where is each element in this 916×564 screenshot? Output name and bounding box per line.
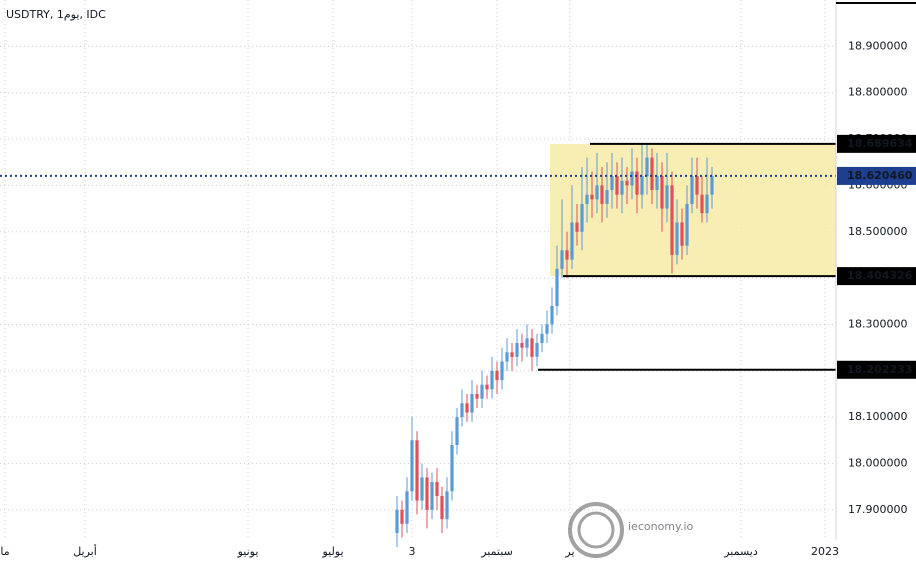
candle-body [645, 157, 649, 177]
y-tick-label: 17.900000 [848, 503, 908, 516]
candle-body [575, 222, 579, 232]
candle-body [525, 338, 529, 348]
level-badge [837, 267, 916, 286]
candles [395, 143, 714, 547]
watermark-logo [568, 502, 624, 558]
candle-body [675, 222, 679, 255]
level-badge [837, 134, 916, 153]
candle-body [660, 176, 664, 209]
candle-body [510, 352, 514, 357]
watermark-logo-inner [577, 511, 615, 549]
x-tick-label: ديسمبر [723, 545, 758, 558]
candle-body [425, 477, 429, 510]
candle-body [700, 194, 704, 214]
candle-body [670, 185, 674, 255]
candle-body [530, 338, 534, 357]
candle-body [635, 171, 639, 195]
candle-body [435, 482, 439, 496]
candle-body [500, 361, 504, 381]
x-tick-label: ير [564, 545, 574, 558]
y-tick-label: 18.500000 [848, 225, 908, 238]
x-tick-label: سبتمبر [480, 545, 513, 558]
candle-body [540, 333, 544, 344]
candle-body [590, 194, 594, 200]
candle-body [625, 180, 629, 186]
watermark-text: ieconomy.io [628, 520, 694, 533]
candle-body [475, 393, 479, 399]
candle-body [610, 176, 614, 191]
current-price-badge [837, 166, 916, 185]
candle-body [520, 343, 524, 348]
candle-body [585, 194, 589, 204]
candle-body [405, 491, 409, 524]
candle-body [545, 324, 549, 334]
x-tick-label: يونيو [237, 545, 259, 558]
candle-body [630, 171, 634, 186]
candle-body [470, 393, 474, 413]
watermark: ieconomy.io [568, 502, 694, 558]
x-tick-label: ما [0, 545, 9, 558]
candle-body [565, 250, 569, 260]
candle-body [690, 176, 694, 204]
zone-layer [550, 143, 836, 277]
chart-title: USDTRY, 1يوم, IDC [6, 8, 106, 21]
level-label: 18.689634 [847, 137, 913, 150]
level-label: 18.404326 [847, 269, 913, 282]
y-tick-label: 18.000000 [848, 457, 908, 470]
candle-body [505, 352, 509, 362]
y-tick-label: 18.300000 [848, 317, 908, 330]
candle-body [410, 440, 414, 492]
level-badge [837, 360, 916, 379]
y-tick-label: 18.900000 [848, 39, 908, 52]
candle-body [550, 305, 554, 325]
y-tick-label: 18.100000 [848, 410, 908, 423]
x-tick-label: أبريل [73, 544, 97, 558]
candle-body [650, 157, 654, 191]
x-tick-label: 2023 [811, 545, 839, 558]
candle-body [450, 444, 454, 492]
range-zone [550, 143, 836, 277]
candle-body [560, 250, 564, 269]
candle-body [495, 370, 499, 381]
candle-body [695, 176, 699, 195]
candle-body [485, 384, 489, 390]
candle-body [705, 194, 709, 214]
candle-body [535, 343, 539, 357]
candle-body [445, 491, 449, 520]
candle-body [665, 185, 669, 209]
candle-body [685, 203, 689, 246]
candle-body [465, 403, 469, 413]
candle-body [640, 176, 644, 195]
level-label: 18.620460 [847, 169, 913, 182]
candle-body [395, 509, 399, 534]
candle-body [430, 482, 434, 510]
candle-body [595, 185, 599, 200]
candle-body [455, 417, 459, 445]
candle-body [680, 222, 684, 246]
candle-body [440, 495, 444, 520]
candle-body [420, 477, 424, 501]
overlay [0, 142, 836, 371]
candle-body [490, 370, 494, 390]
candle-body [555, 268, 559, 306]
candle-body [710, 176, 714, 195]
x-tick-label: 3 [409, 545, 416, 558]
candle-body [620, 180, 624, 195]
candle-body [600, 185, 604, 204]
candle-body [480, 384, 484, 399]
candle-body [655, 176, 659, 191]
x-tick-label: يوليو [321, 545, 343, 558]
candle-body [460, 403, 464, 418]
y-tick-label: 18.800000 [848, 86, 908, 99]
candle-body [400, 509, 404, 524]
candle-body [415, 440, 419, 501]
candle-body [515, 343, 519, 357]
candle-body [615, 176, 619, 195]
candle-body [570, 222, 574, 260]
candle-body [580, 203, 584, 232]
candle-body [605, 190, 609, 204]
level-label: 18.202233 [847, 363, 912, 376]
